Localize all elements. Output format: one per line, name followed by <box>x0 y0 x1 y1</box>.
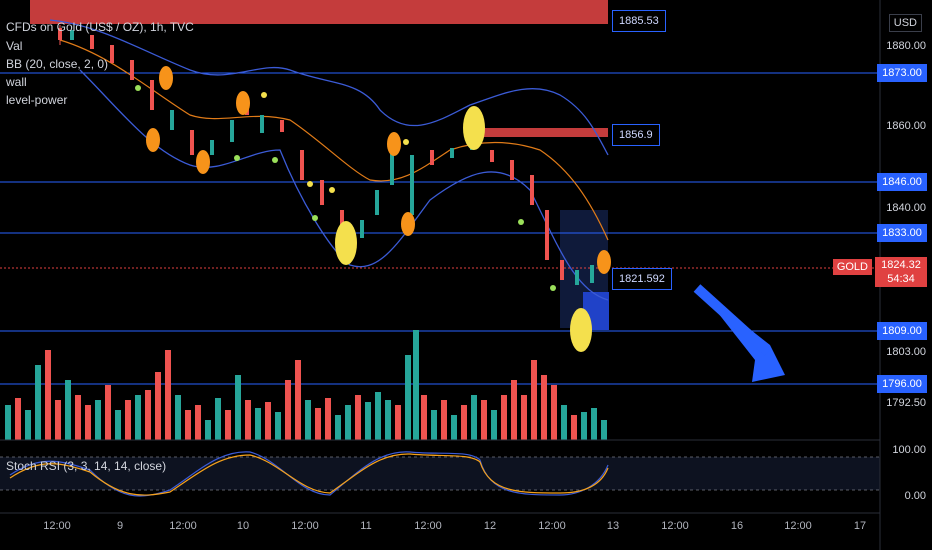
wall-top <box>30 0 608 24</box>
time-tick: 12:00 <box>43 520 71 532</box>
time-tick: 16 <box>730 520 744 532</box>
legend-item-val[interactable]: Val <box>6 39 23 53</box>
time-tick: 9 <box>116 520 124 532</box>
symbol-tag: GOLD <box>832 259 872 275</box>
stoch-tick: 0.00 <box>904 490 926 502</box>
stoch-band <box>0 457 880 490</box>
time-tick: 11 <box>360 520 372 532</box>
current-price-tag: 1824.32 54:34 <box>875 257 927 287</box>
current-price-value: 1824.32 <box>881 259 921 271</box>
time-tick: 12:00 <box>169 520 197 532</box>
level-badge[interactable]: 1873.00 <box>877 64 927 82</box>
time-tick: 12:00 <box>291 520 319 532</box>
price-tick: 1803.00 <box>886 346 926 358</box>
level-badge[interactable]: 1833.00 <box>877 224 927 242</box>
time-tick: 12:00 <box>538 520 566 532</box>
time-tick: 10 <box>236 520 250 532</box>
time-tick: 12:00 <box>784 520 812 532</box>
volume-bars <box>5 330 607 440</box>
price-tick: 1792.50 <box>886 397 926 409</box>
stoch-rsi-label[interactable]: Stoch RSI (3, 3, 14, 14, close) <box>6 459 167 473</box>
time-tick: 13 <box>606 520 620 532</box>
level-badge[interactable]: 1809.00 <box>877 322 927 340</box>
price-tick: 1880.00 <box>886 40 926 52</box>
price-tick: 1860.00 <box>886 120 926 132</box>
level-power-tag: 1856.9 <box>612 124 660 146</box>
bb-upper <box>49 19 609 156</box>
wall-mid <box>468 128 608 137</box>
bb-basis <box>59 39 609 241</box>
level-badge[interactable]: 1796.00 <box>877 375 927 393</box>
time-tick: 12:00 <box>661 520 689 532</box>
legend-item-bb[interactable]: BB (20, close, 2, 0) <box>6 57 109 71</box>
signal-markers <box>135 66 611 352</box>
time-tick: 17 <box>853 520 867 532</box>
bar-countdown: 54:34 <box>887 273 915 285</box>
chart-title: CFDs on Gold (US$ / OZ), 1h, TVC <box>6 20 194 34</box>
stoch-k <box>9 451 609 497</box>
time-tick: 12 <box>483 520 497 532</box>
price-tick: 1840.00 <box>886 202 926 214</box>
stoch-d <box>9 453 609 496</box>
level-power-tag: 1821.592 <box>612 268 672 290</box>
level-power-tag: 1885.53 <box>612 10 666 32</box>
currency-button[interactable]: USD <box>888 14 922 32</box>
level-badge[interactable]: 1846.00 <box>877 173 927 191</box>
stoch-tick: 100.00 <box>892 444 926 456</box>
time-tick: 12:00 <box>414 520 442 532</box>
legend-item-wall[interactable]: wall <box>6 75 27 89</box>
legend-item-level-power[interactable]: level-power <box>6 93 68 107</box>
